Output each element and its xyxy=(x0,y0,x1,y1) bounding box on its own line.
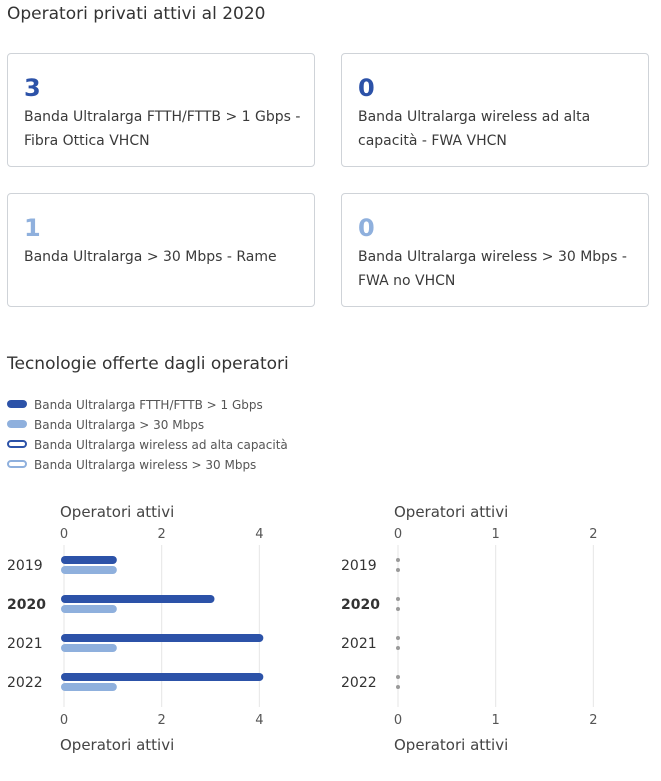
card-value: 0 xyxy=(358,214,375,242)
bar-zero-marker xyxy=(396,675,400,679)
y-tick-label: 2020 xyxy=(341,597,380,613)
x-tick-label-top: 2 xyxy=(158,527,166,542)
bar-zero-marker xyxy=(396,646,400,650)
legend-label: Banda Ultralarga FTTH/FTTB > 1 Gbps xyxy=(34,398,263,412)
section-title-operators: Operatori privati attivi al 2020 xyxy=(7,4,266,24)
chart-wired: Operatori attivi Operatori attivi 0 0 2 2 4 4 20… xyxy=(7,503,263,754)
bar-zero-marker xyxy=(396,597,400,601)
bar-zero-marker xyxy=(396,685,400,689)
x-tick-label-top: 0 xyxy=(394,527,402,542)
bar-zero-marker xyxy=(396,636,400,640)
x-axis-title-top: Operatori attivi xyxy=(60,503,174,521)
card-label: Banda Ultralarga FTTH/FTTB > 1 Gbps - Fi… xyxy=(24,109,301,149)
x-tick-label-bottom: 0 xyxy=(60,713,68,728)
x-tick-label-bottom: 2 xyxy=(158,713,166,728)
y-tick-label: 2022 xyxy=(341,675,377,691)
x-tick-label-bottom: 2 xyxy=(589,713,597,728)
x-tick-label-bottom: 4 xyxy=(255,713,263,728)
x-tick-label-bottom: 1 xyxy=(492,713,500,728)
y-tick-label: 2022 xyxy=(7,675,43,691)
legend-label: Banda Ultralarga wireless > 30 Mbps xyxy=(34,458,257,472)
legend-swatch xyxy=(7,460,27,468)
legend-swatch xyxy=(7,420,27,428)
bar-zero-marker xyxy=(396,607,400,611)
x-tick-label-bottom: 0 xyxy=(394,713,402,728)
card-value: 1 xyxy=(24,214,41,242)
card-fwa-no-vhcn: 0 Banda Ultralarga wireless > 30 Mbps - … xyxy=(341,193,649,307)
y-tick-label: 2020 xyxy=(7,597,46,613)
y-tick-label: 2021 xyxy=(341,636,377,652)
card-rame: 1 Banda Ultralarga > 30 Mbps - Rame xyxy=(7,193,315,307)
card-fwa-vhcn: 0 Banda Ultralarga wireless ad alta capa… xyxy=(341,53,649,167)
x-axis-title-bottom: Operatori attivi xyxy=(394,736,508,754)
legend-swatch xyxy=(7,400,27,408)
x-tick-label-top: 2 xyxy=(589,527,597,542)
y-tick-label: 2019 xyxy=(341,558,377,574)
card-label: Banda Ultralarga wireless ad alta capaci… xyxy=(358,109,591,149)
x-axis-title-top: Operatori attivi xyxy=(394,503,508,521)
x-tick-label-top: 0 xyxy=(60,527,68,542)
card-ftth: 3 Banda Ultralarga FTTH/FTTB > 1 Gbps - … xyxy=(7,53,315,167)
legend-label: Banda Ultralarga wireless ad alta capaci… xyxy=(34,438,288,452)
card-label: Banda Ultralarga wireless > 30 Mbps - FW… xyxy=(358,249,627,289)
bar-zero-marker xyxy=(396,568,400,572)
legend-label: Banda Ultralarga > 30 Mbps xyxy=(34,418,205,432)
legend-swatch xyxy=(7,440,27,448)
card-value: 0 xyxy=(358,74,375,102)
card-label: Banda Ultralarga > 30 Mbps - Rame xyxy=(24,249,277,265)
x-tick-label-top: 1 xyxy=(492,527,500,542)
x-tick-label-top: 4 xyxy=(255,527,263,542)
bar-zero-marker xyxy=(396,558,400,562)
y-tick-label: 2019 xyxy=(7,558,43,574)
y-tick-label: 2021 xyxy=(7,636,43,652)
x-axis-title-bottom: Operatori attivi xyxy=(60,736,174,754)
card-value: 3 xyxy=(24,74,41,102)
section-title-technologies: Tecnologie offerte dagli operatori xyxy=(7,354,289,374)
chart-wireless: Operatori attivi Operatori attivi 0 0 1 1 2 2 20… xyxy=(341,503,597,754)
